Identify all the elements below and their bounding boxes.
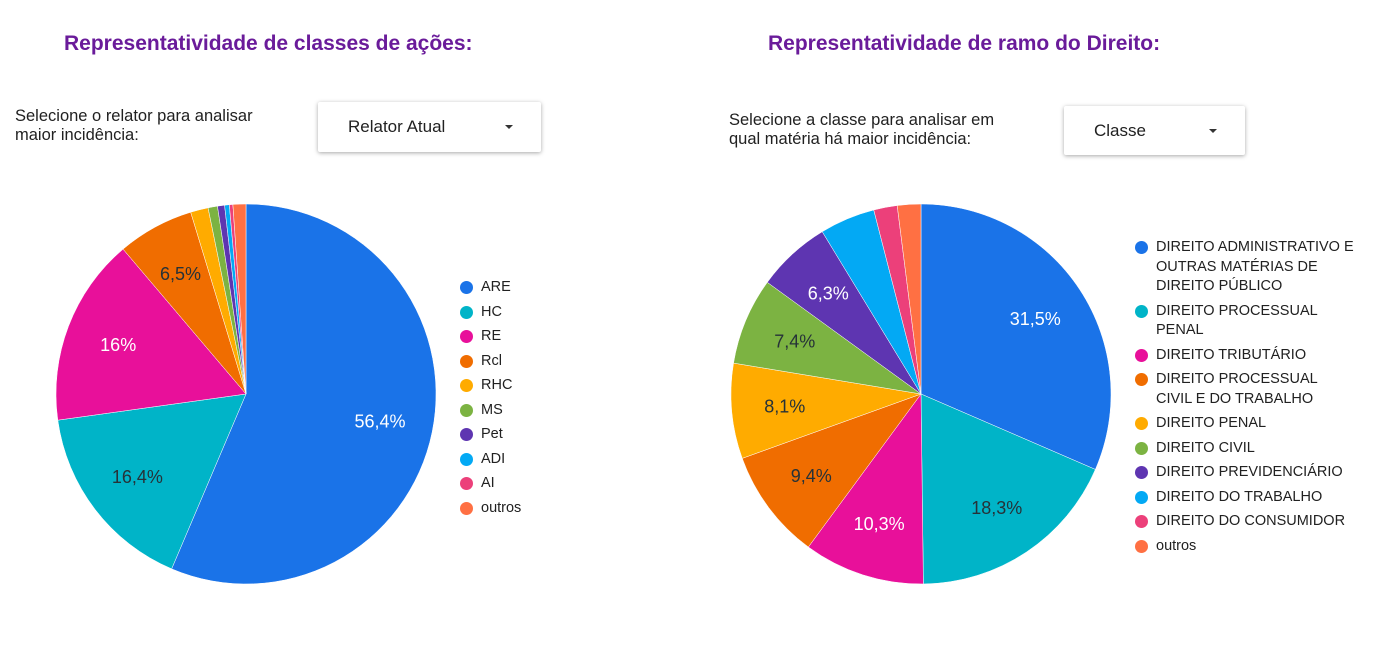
legend-swatch-icon: [460, 428, 473, 441]
legend-label: HC: [481, 303, 502, 320]
legend-item-rcl[interactable]: Rcl: [460, 352, 580, 372]
legend-swatch-icon: [460, 501, 473, 515]
legend-swatch-icon: [1135, 417, 1148, 430]
legend-label: AI: [481, 475, 495, 491]
relator-dropdown-value: Relator Atual: [348, 117, 446, 136]
legend-swatch-icon: [460, 477, 473, 490]
pie-slice-direito-tributario[interactable]: [808, 393, 924, 585]
legend-label: DIREITO PROCESSUAL PENAL: [1156, 302, 1318, 339]
legend-swatch-icon: [1135, 515, 1148, 528]
legend-swatch-icon: [1135, 466, 1148, 479]
pie-label-re: 16%: [100, 335, 136, 355]
legend-label: DIREITO TRIBUTÁRIO: [1156, 346, 1307, 363]
pie-slice-direito-penal[interactable]: [730, 362, 922, 459]
ramo-pie-chart: 31,5% 18,3% 10,3% 9,4% 8,1% 7,4% 6,3%: [730, 203, 1112, 585]
legend-label: DIREITO DO TRABALHO: [1156, 488, 1323, 505]
legend-label: DIREITO PROCESSUAL CIVIL E DO TRABALHO: [1156, 371, 1318, 407]
pie-label-hc: 16,4%: [112, 467, 163, 487]
legend-swatch-icon: [1135, 304, 1148, 318]
legend-label: DIREITO PENAL: [1156, 415, 1267, 431]
legend-swatch-icon: [1135, 373, 1148, 386]
legend-swatch-icon: [460, 452, 473, 466]
classes-pie-chart: 56,4% 16,4% 16% 6,5%: [55, 203, 437, 585]
legend-label: RHC: [481, 377, 513, 393]
legend-label: RE: [481, 328, 502, 344]
pie-slice-re[interactable]: [55, 248, 247, 421]
legend-label: ADI: [481, 450, 506, 467]
legend-swatch-icon: [1135, 348, 1148, 362]
legend-item-outros[interactable]: outros: [1135, 537, 1355, 557]
pie-label-rcl: 6,5%: [160, 264, 201, 284]
classes-chart-title: Representatividade de classes de ações:: [64, 32, 473, 55]
legend-item-direito-do-trabalho[interactable]: DIREITO DO TRABALHO: [1135, 488, 1355, 508]
classe-dropdown[interactable]: Classe: [1064, 106, 1245, 155]
relator-selector-prompt: Selecione o relator para analisar maior …: [15, 107, 253, 144]
legend-label: MS: [481, 401, 503, 418]
classes-legend: ARE HC RE Rcl RHC MS Pet ADI AI outros: [460, 278, 580, 523]
classe-dropdown-value: Classe: [1094, 120, 1146, 140]
pie-label-direito-previdenciario: 6,3%: [808, 283, 849, 303]
legend-item-outros[interactable]: outros: [460, 499, 580, 519]
legend-item-are[interactable]: ARE: [460, 278, 580, 298]
caret-down-icon[interactable]: [505, 125, 513, 129]
legend-label: outros: [481, 499, 522, 516]
legend-item-direito-processual-penal[interactable]: DIREITO PROCESSUAL PENAL: [1135, 302, 1355, 341]
legend-swatch-icon: [460, 379, 473, 392]
legend-item-pet[interactable]: Pet: [460, 425, 580, 445]
ramo-chart-title: Representatividade de ramo do Direito:: [768, 32, 1161, 55]
classe-selector-prompt: Selecione a classe para analisar em qual…: [729, 111, 995, 148]
legend-item-rhc[interactable]: RHC: [460, 376, 580, 396]
legend-item-hc[interactable]: HC: [460, 303, 580, 323]
legend-swatch-icon: [460, 330, 473, 343]
legend-swatch-icon: [1135, 441, 1148, 455]
pie-label-direito-processual-penal: 18,3%: [971, 498, 1022, 518]
pie-slice-are[interactable]: [171, 203, 437, 585]
pie-slice-direito-processual-penal[interactable]: [920, 393, 1096, 585]
pie-slice-direito-processual-civil-e-do-trabalho[interactable]: [741, 393, 922, 548]
relator-dropdown[interactable]: Relator Atual: [318, 102, 541, 152]
legend-swatch-icon: [1135, 490, 1148, 504]
legend-item-direito-do-consumidor[interactable]: DIREITO DO CONSUMIDOR: [1135, 512, 1355, 532]
pie-label-are: 56,4%: [354, 411, 405, 431]
legend-label: DIREITO ADMINISTRATIVO E OUTRAS MATÉRIAS…: [1156, 239, 1354, 294]
legend-swatch-icon: [460, 281, 473, 294]
pie-label-direito-processual-civil-e-do-trabalho: 9,4%: [791, 466, 832, 486]
legend-item-ai[interactable]: AI: [460, 474, 580, 494]
pie-label-direito-civil: 7,4%: [774, 331, 815, 351]
caret-down-icon[interactable]: [1209, 128, 1217, 133]
legend-swatch-icon: [1135, 241, 1148, 254]
pie-slice-direito-administrativo-e-outras-materias-de-direito-publico[interactable]: [920, 203, 1112, 470]
legend-swatch-icon: [460, 403, 473, 417]
legend-label: outros: [1156, 537, 1197, 554]
pie-slice-hc[interactable]: [57, 393, 247, 570]
legend-item-direito-penal[interactable]: DIREITO PENAL: [1135, 414, 1355, 434]
legend-swatch-icon: [460, 354, 473, 368]
legend-item-adi[interactable]: ADI: [460, 450, 580, 470]
legend-item-re[interactable]: RE: [460, 327, 580, 347]
legend-item-direito-processual-civil-e-do-trabalho[interactable]: DIREITO PROCESSUAL CIVIL E DO TRABALHO: [1135, 370, 1355, 409]
legend-item-direito-civil[interactable]: DIREITO CIVIL: [1135, 439, 1355, 459]
legend-label: Pet: [481, 426, 503, 442]
legend-item-direito-previdenciario[interactable]: DIREITO PREVIDENCIÁRIO: [1135, 463, 1355, 483]
pie-label-direito-tributario: 10,3%: [854, 514, 905, 534]
legend-item-ms[interactable]: MS: [460, 401, 580, 421]
legend-label: Rcl: [481, 352, 502, 369]
pie-slice-outros[interactable]: [896, 203, 922, 395]
legend-label: ARE: [481, 279, 511, 295]
legend-swatch-icon: [1135, 539, 1148, 553]
ramo-legend: DIREITO ADMINISTRATIVO E OUTRAS MATÉRIAS…: [1135, 238, 1355, 561]
legend-label: DIREITO CIVIL: [1156, 439, 1255, 456]
pie-label-direito-administrativo-e-outras-materias-de-direito-publico: 31,5%: [1010, 309, 1061, 329]
legend-item-direito-tributario[interactable]: DIREITO TRIBUTÁRIO: [1135, 346, 1355, 366]
legend-label: DIREITO DO CONSUMIDOR: [1156, 513, 1346, 529]
pie-label-direito-penal: 8,1%: [764, 396, 805, 416]
legend-swatch-icon: [460, 305, 473, 319]
legend-item-direito-administrativo-e-outras-materias-de-direito-publico[interactable]: DIREITO ADMINISTRATIVO E OUTRAS MATÉRIAS…: [1135, 238, 1355, 297]
pie-slice-outros[interactable]: [232, 203, 247, 395]
legend-label: DIREITO PREVIDENCIÁRIO: [1156, 464, 1343, 480]
